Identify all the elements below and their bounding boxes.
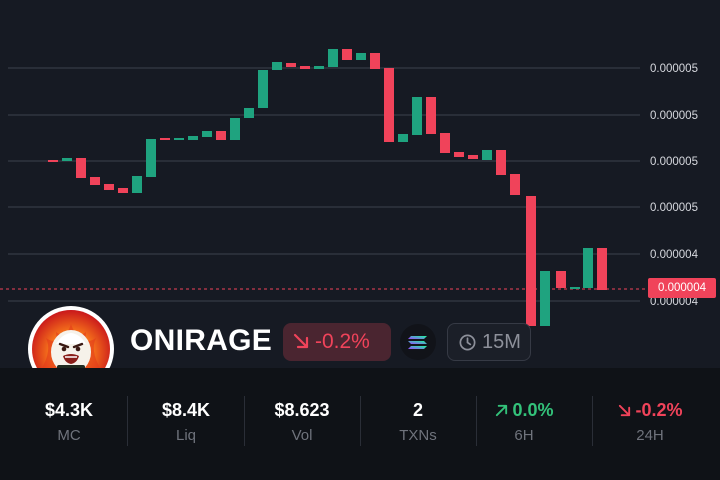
stat-liquidity: $8.4K Liq xyxy=(127,398,245,448)
candle-up xyxy=(412,97,422,135)
price-change-badge: -0.2% xyxy=(283,323,391,361)
candle-up xyxy=(146,139,156,177)
divider xyxy=(244,396,245,446)
arrow-down-right-icon xyxy=(293,333,309,349)
price-axis-label: 0.000004 xyxy=(650,296,699,308)
price-change-value: -0.2% xyxy=(315,330,370,353)
candle-up xyxy=(244,108,254,118)
stat-change-24h: -0.2% 24H xyxy=(591,398,709,448)
candle-down xyxy=(48,160,58,162)
candle-up xyxy=(132,176,142,193)
stat-label: 24H xyxy=(636,427,664,444)
candle-up xyxy=(174,138,184,140)
stat-change-6h: 0.0% 6H xyxy=(465,398,583,448)
candle-down xyxy=(454,152,464,157)
stat-label: Liq xyxy=(175,427,197,444)
candlestick-chart[interactable]: 0.000005 0.000005 0.000005 0.000005 0.000004… xyxy=(0,0,720,368)
candle-down xyxy=(300,66,310,69)
stat-value: $4.3K xyxy=(44,400,94,420)
clock-icon xyxy=(459,334,476,351)
candle-up xyxy=(202,131,212,137)
candle-up xyxy=(540,271,550,326)
candle-up xyxy=(328,49,338,67)
arrow-down-right-icon xyxy=(619,404,631,417)
interval-selector[interactable]: 15M xyxy=(447,323,531,361)
candle-down xyxy=(426,97,436,134)
arrow-up-right-icon xyxy=(496,404,508,417)
price-axis-label: 0.000005 xyxy=(650,202,698,214)
candle-down xyxy=(216,131,226,140)
candle-down xyxy=(526,196,536,326)
stat-label: Vol xyxy=(291,427,313,444)
candle-down xyxy=(384,68,394,142)
candle-down xyxy=(440,133,450,153)
candle-down xyxy=(118,188,128,193)
candle-down xyxy=(76,158,86,178)
candle-up xyxy=(356,53,366,60)
candle-down xyxy=(496,150,506,175)
candle-down xyxy=(160,138,170,140)
stat-value: 0.0% xyxy=(465,398,583,422)
stat-label: TXNs xyxy=(399,427,437,444)
candle-down xyxy=(286,63,296,67)
price-chart[interactable]: 0.000005 0.000005 0.000005 0.000005 0.000004… xyxy=(0,0,720,368)
divider xyxy=(360,396,361,446)
stat-label: 6H xyxy=(514,427,534,444)
candle-down xyxy=(556,271,566,288)
candle-up xyxy=(398,134,408,142)
divider xyxy=(127,396,128,446)
candle-up xyxy=(258,70,268,108)
price-axis-label: 0.000005 xyxy=(650,156,698,168)
candle-down xyxy=(510,174,520,195)
candle-down xyxy=(104,184,114,190)
candle-down xyxy=(597,248,607,290)
token-name: ONIRAGE xyxy=(130,324,273,357)
stat-market-cap: $4.3K MC xyxy=(10,398,128,448)
candle-up xyxy=(314,66,324,69)
stat-label: MC xyxy=(57,427,81,444)
candle-up xyxy=(188,136,198,140)
interval-label: 15M xyxy=(482,331,521,353)
candle-up xyxy=(570,287,580,289)
price-axis-label: 0.000004 xyxy=(650,249,699,261)
current-price-tag: 0.000004 xyxy=(648,278,716,298)
price-axis-label: 0.000005 xyxy=(650,110,698,122)
candle-down xyxy=(90,177,100,185)
stat-transactions: 2 TXNs xyxy=(359,398,477,448)
stats-bar: $4.3K MC $8.4K Liq $8.623 Vol 2 TXNs 0.0… xyxy=(0,368,720,480)
stat-value: $8.4K xyxy=(161,400,211,420)
stat-value: $8.623 xyxy=(274,400,330,420)
candle-up xyxy=(230,118,240,140)
stat-value: 2 xyxy=(412,400,423,420)
candle-down xyxy=(468,155,478,159)
divider xyxy=(592,396,593,446)
price-axis-label: 0.000005 xyxy=(650,63,698,75)
candle-down xyxy=(370,53,380,69)
solana-icon[interactable] xyxy=(400,324,436,360)
candle-up xyxy=(583,248,593,288)
stat-volume: $8.623 Vol xyxy=(243,398,361,448)
candle-down xyxy=(342,49,352,60)
stat-value: -0.2% xyxy=(591,398,709,422)
divider xyxy=(476,396,477,446)
candle-up xyxy=(482,150,492,160)
candle-up xyxy=(272,62,282,70)
candle-up xyxy=(62,158,72,161)
